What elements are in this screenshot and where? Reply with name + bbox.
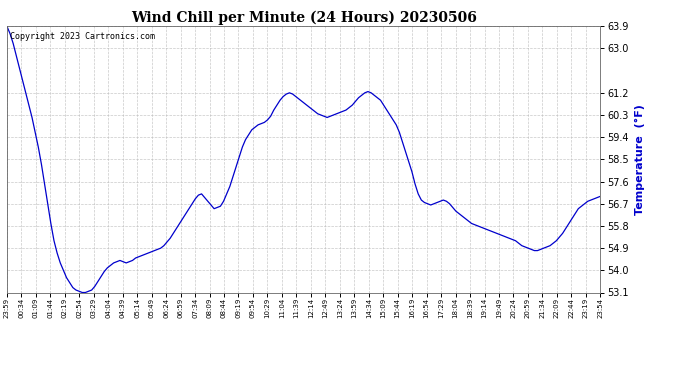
Title: Wind Chill per Minute (24 Hours) 20230506: Wind Chill per Minute (24 Hours) 2023050… <box>130 11 477 25</box>
Y-axis label: Temperature  (°F): Temperature (°F) <box>634 104 644 215</box>
Text: Copyright 2023 Cartronics.com: Copyright 2023 Cartronics.com <box>10 32 155 40</box>
